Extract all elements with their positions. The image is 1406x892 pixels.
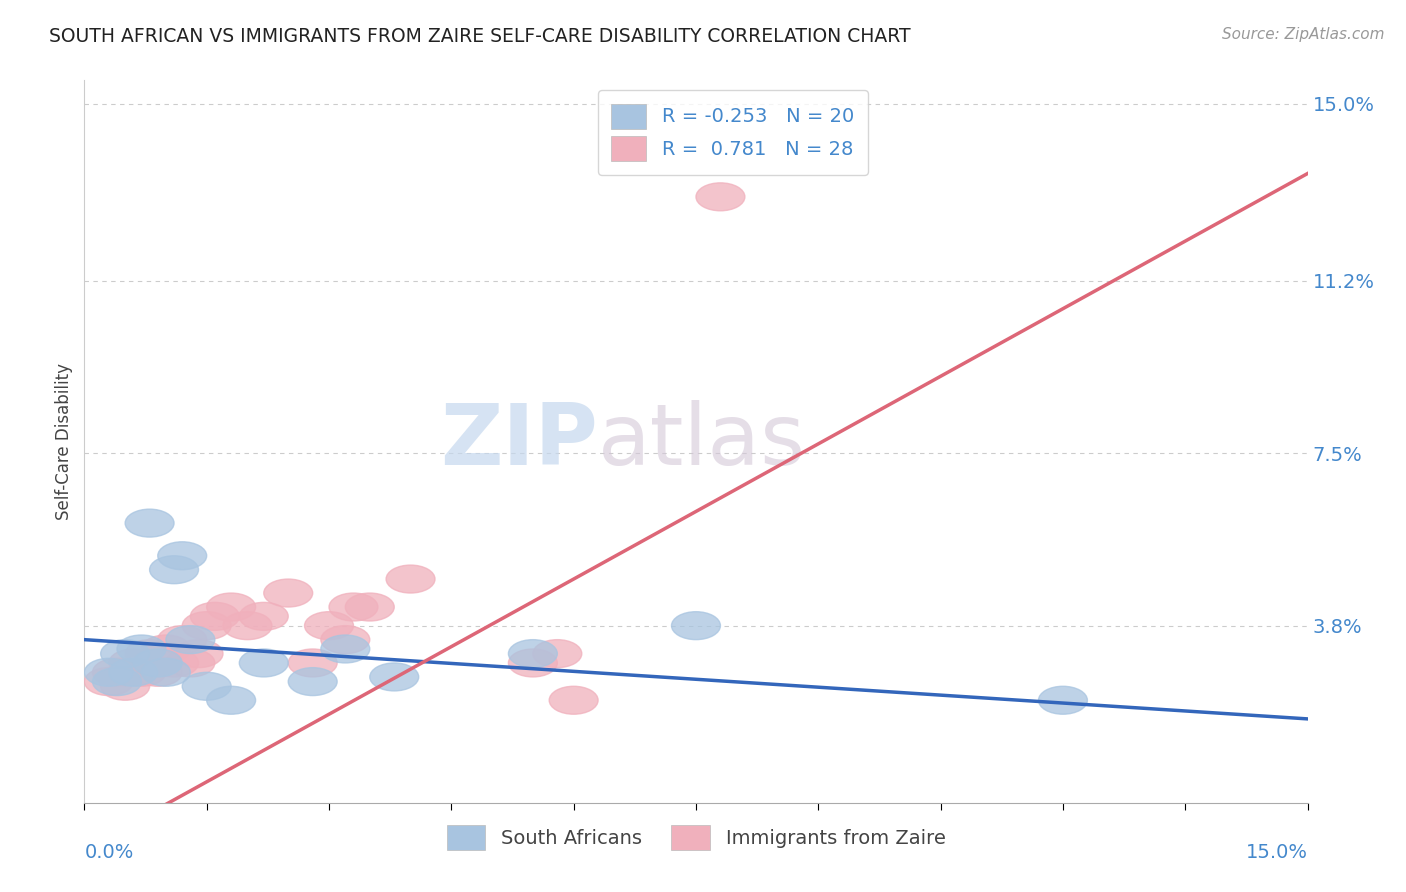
Y-axis label: Self-Care Disability: Self-Care Disability <box>55 363 73 520</box>
Ellipse shape <box>1039 686 1087 714</box>
Ellipse shape <box>672 612 720 640</box>
Ellipse shape <box>174 640 224 667</box>
Ellipse shape <box>101 640 149 667</box>
Text: SOUTH AFRICAN VS IMMIGRANTS FROM ZAIRE SELF-CARE DISABILITY CORRELATION CHART: SOUTH AFRICAN VS IMMIGRANTS FROM ZAIRE S… <box>49 27 911 45</box>
Ellipse shape <box>370 663 419 691</box>
Ellipse shape <box>696 183 745 211</box>
Ellipse shape <box>183 612 231 640</box>
Ellipse shape <box>288 649 337 677</box>
Ellipse shape <box>125 509 174 537</box>
Ellipse shape <box>84 667 134 696</box>
Ellipse shape <box>264 579 312 607</box>
Ellipse shape <box>166 625 215 654</box>
Ellipse shape <box>190 602 239 631</box>
Ellipse shape <box>117 635 166 663</box>
Ellipse shape <box>142 635 190 663</box>
Legend: South Africans, Immigrants from Zaire: South Africans, Immigrants from Zaire <box>439 818 953 858</box>
Ellipse shape <box>550 686 598 714</box>
Ellipse shape <box>93 658 142 686</box>
Text: Source: ZipAtlas.com: Source: ZipAtlas.com <box>1222 27 1385 42</box>
Ellipse shape <box>321 625 370 654</box>
Text: atlas: atlas <box>598 400 806 483</box>
Ellipse shape <box>239 602 288 631</box>
Ellipse shape <box>224 612 271 640</box>
Ellipse shape <box>134 649 183 677</box>
Ellipse shape <box>84 658 134 686</box>
Ellipse shape <box>288 667 337 696</box>
Ellipse shape <box>108 658 157 686</box>
Ellipse shape <box>509 640 557 667</box>
Ellipse shape <box>509 649 557 677</box>
Ellipse shape <box>207 686 256 714</box>
Ellipse shape <box>166 649 215 677</box>
Ellipse shape <box>157 541 207 570</box>
Ellipse shape <box>149 556 198 583</box>
Ellipse shape <box>305 612 353 640</box>
Ellipse shape <box>157 625 207 654</box>
Ellipse shape <box>117 658 166 686</box>
Ellipse shape <box>142 658 190 686</box>
Text: ZIP: ZIP <box>440 400 598 483</box>
Text: 0.0%: 0.0% <box>84 843 134 862</box>
Ellipse shape <box>125 640 174 667</box>
Ellipse shape <box>533 640 582 667</box>
Ellipse shape <box>321 635 370 663</box>
Ellipse shape <box>183 673 231 700</box>
Ellipse shape <box>387 565 434 593</box>
Ellipse shape <box>101 673 149 700</box>
Ellipse shape <box>134 658 183 686</box>
Ellipse shape <box>149 649 198 677</box>
Ellipse shape <box>108 649 157 677</box>
Ellipse shape <box>93 667 142 696</box>
Ellipse shape <box>346 593 394 621</box>
Ellipse shape <box>207 593 256 621</box>
Text: 15.0%: 15.0% <box>1246 843 1308 862</box>
Ellipse shape <box>329 593 378 621</box>
Ellipse shape <box>239 649 288 677</box>
